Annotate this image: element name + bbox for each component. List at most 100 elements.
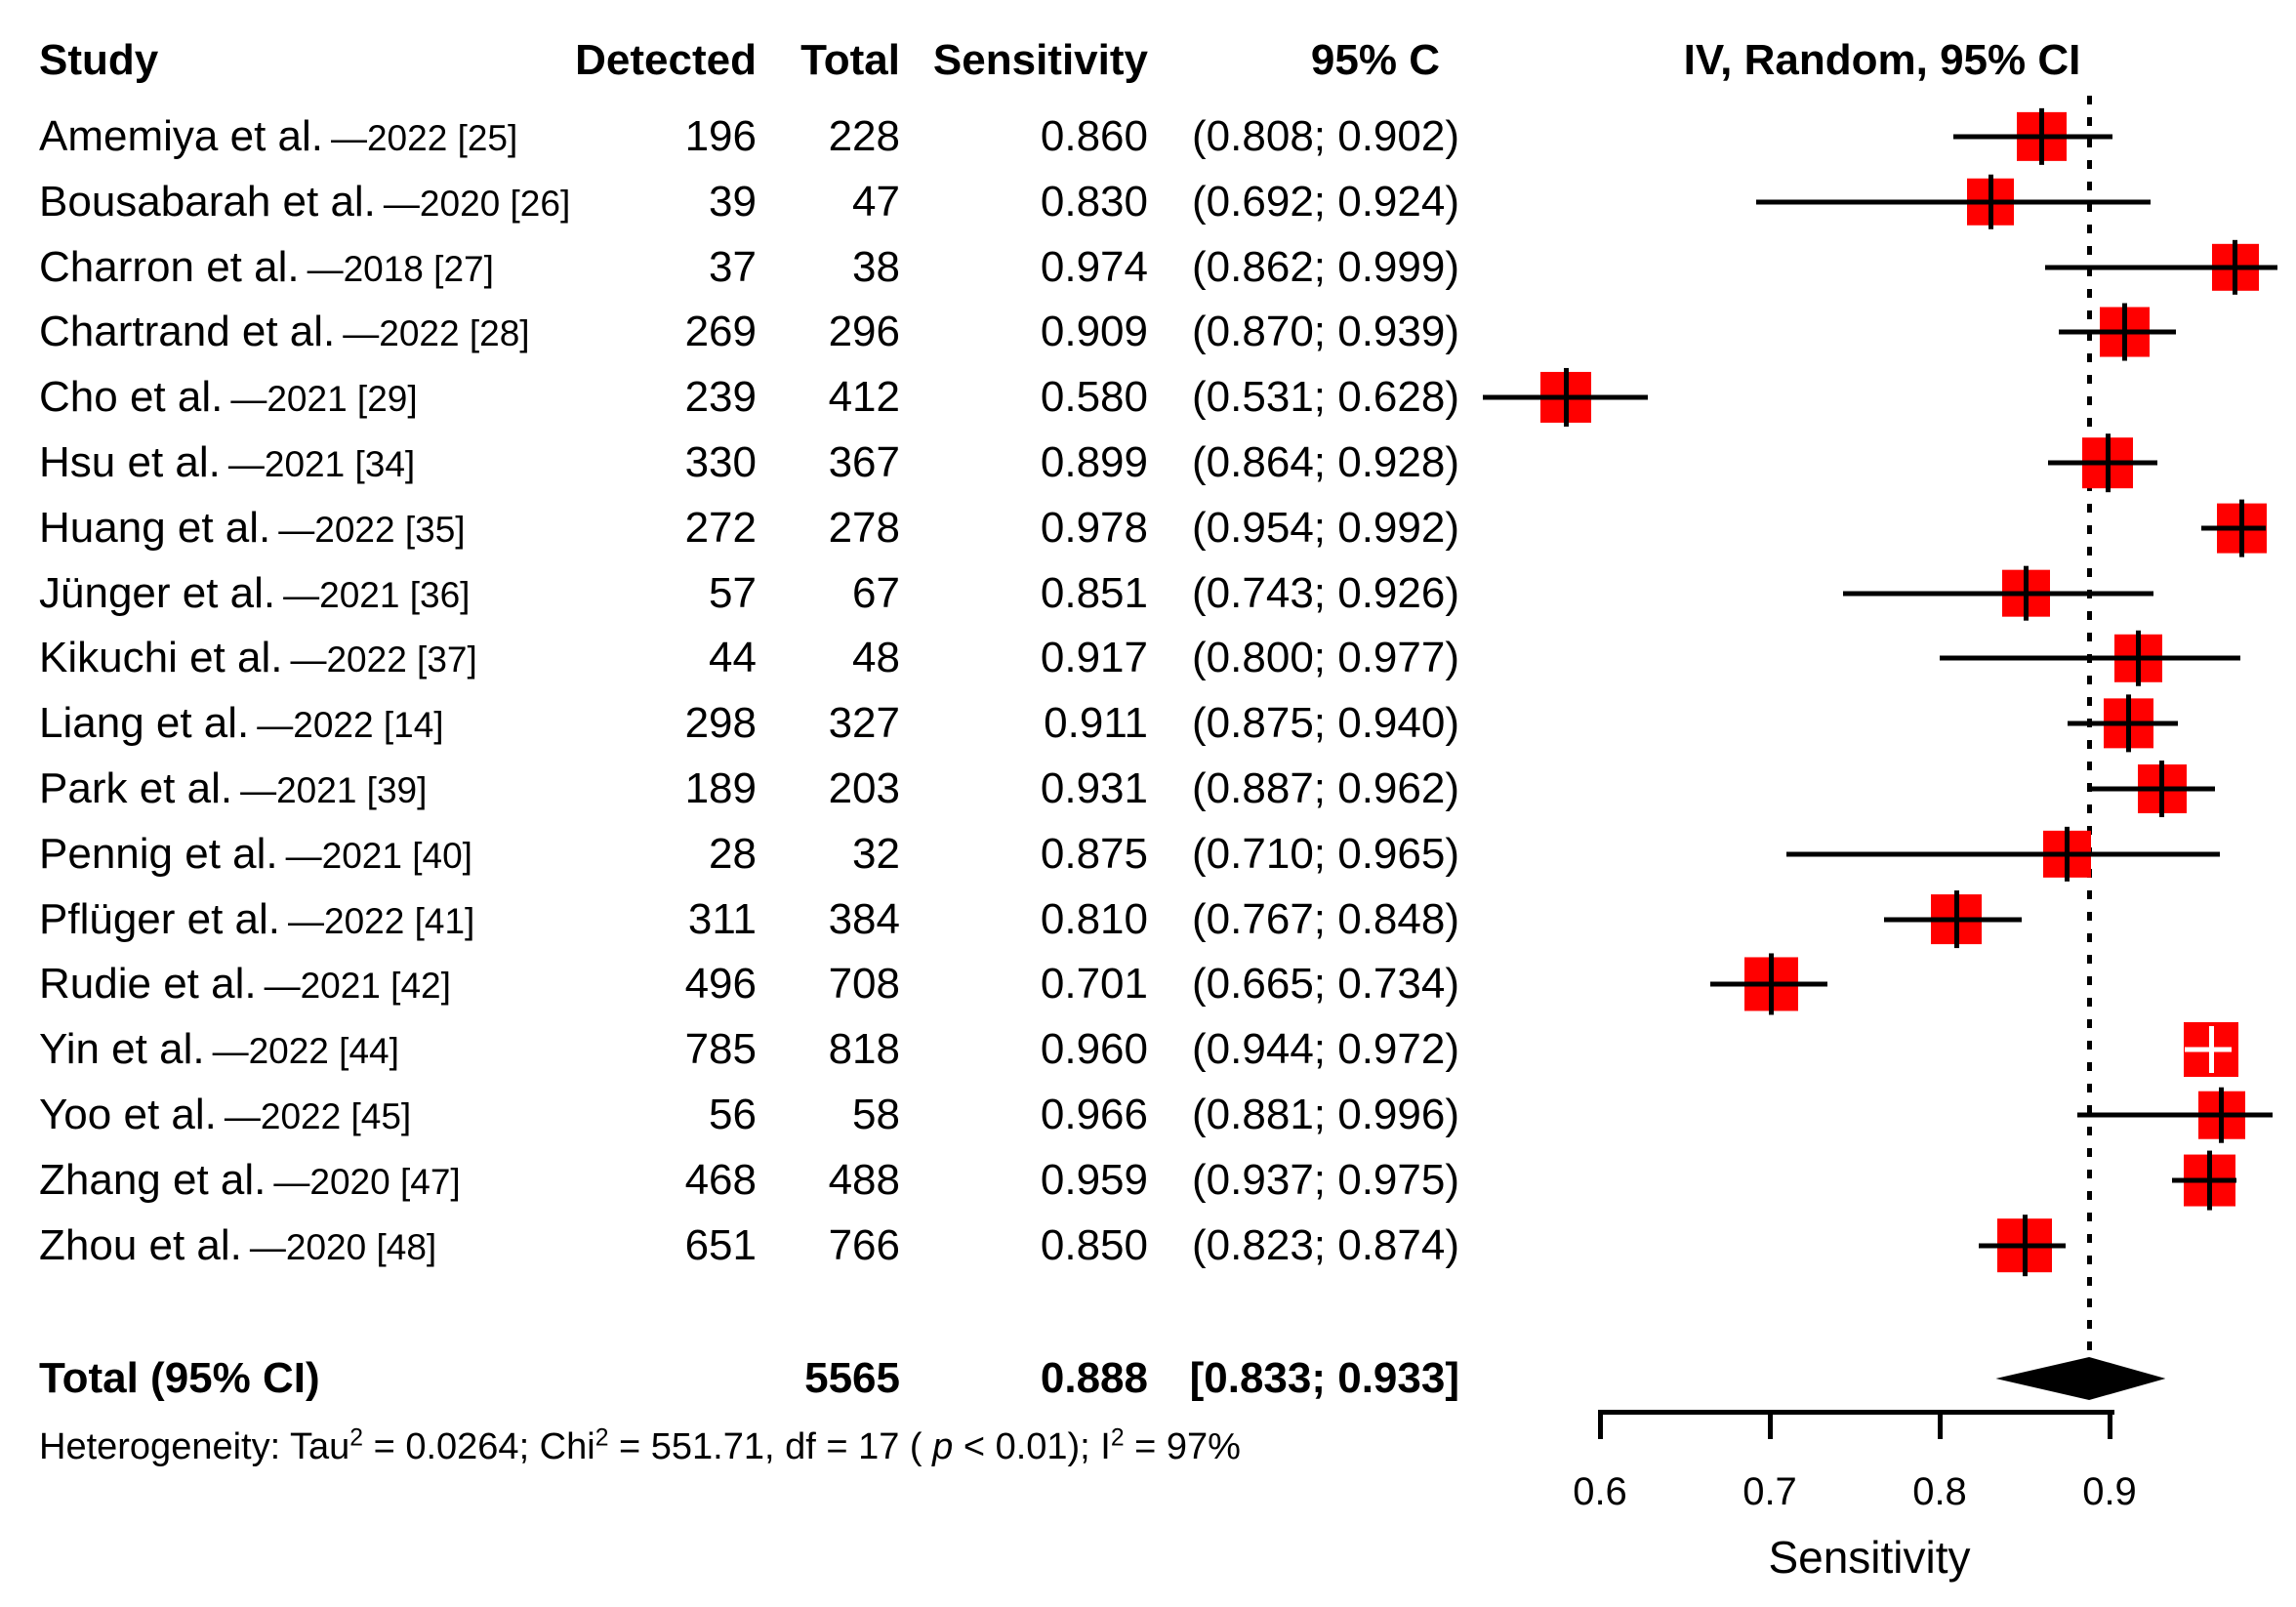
sensitivity-value: 0.860	[1040, 112, 1148, 160]
study-name: Charron et al.	[39, 242, 300, 291]
heterogeneity-text: Heterogeneity: Tau2 = 0.0264; Chi2 = 551…	[39, 1425, 1241, 1467]
ci-line	[2067, 721, 2178, 726]
x-axis-tick	[2107, 1410, 2112, 1439]
detected-value: 57	[709, 568, 757, 617]
heterogeneity-segment: < 0.01); I	[953, 1426, 1111, 1467]
point-estimate-tick	[1953, 889, 1959, 949]
ci-value: (0.800; 0.977)	[1192, 634, 1459, 682]
ci-value: (0.944; 0.972)	[1192, 1025, 1459, 1074]
point-estimate-tick	[2038, 107, 2044, 166]
x-axis-tick-label: 0.6	[1573, 1470, 1627, 1513]
x-axis-line	[1600, 1410, 2114, 1415]
sensitivity-value: 0.701	[1040, 960, 1148, 1009]
ci-value: (0.875; 0.940)	[1192, 699, 1459, 748]
detected-value: 311	[687, 894, 757, 943]
detected-value: 651	[684, 1220, 757, 1269]
study-year-ref: —2022 [14]	[257, 705, 444, 746]
heterogeneity-segment: 2	[1110, 1424, 1125, 1452]
sensitivity-value: 0.899	[1040, 438, 1148, 486]
detected-value: 239	[684, 373, 757, 422]
point-estimate-tick	[2239, 499, 2245, 557]
column-header-detected: Detected	[575, 36, 757, 84]
ci-line	[2172, 1177, 2237, 1183]
detected-value: 298	[684, 699, 757, 748]
study-label: Zhou et al. —2020 [48]	[39, 1220, 437, 1269]
detected-value: 189	[684, 764, 757, 812]
study-label: Liang et al. —2022 [14]	[39, 702, 444, 745]
study-name: Zhou et al.	[39, 1220, 242, 1269]
ci-line	[2048, 460, 2157, 466]
total-value: 708	[828, 960, 900, 1009]
column-header-total: Total	[800, 36, 900, 84]
x-axis-tick-label: 0.7	[1742, 1470, 1797, 1513]
point-estimate-tick	[2024, 565, 2030, 621]
sensitivity-value: 0.909	[1040, 308, 1148, 356]
column-header-sensitivity: Sensitivity	[932, 36, 1148, 84]
ci-line	[1952, 134, 2113, 140]
detected-value: 196	[684, 112, 757, 160]
detected-value: 272	[684, 503, 757, 552]
study-name: Pflüger et al.	[39, 894, 281, 943]
sensitivity-value: 0.959	[1040, 1155, 1148, 1204]
study-label: Pflüger et al. —2022 [41]	[39, 894, 475, 943]
study-name: Bousabarah et al.	[39, 177, 376, 226]
point-estimate-tick	[2159, 760, 2165, 818]
x-axis-title: Sensitivity	[1768, 1532, 1971, 1583]
study-name: Yoo et al.	[39, 1091, 217, 1138]
ci-value: (0.881; 0.996)	[1192, 1091, 1459, 1138]
ci-value: (0.743; 0.926)	[1192, 568, 1459, 617]
study-name: Hsu et al.	[39, 438, 221, 486]
total-value: 367	[828, 438, 900, 486]
study-year-ref: —2020 [48]	[249, 1226, 437, 1267]
total-value: 47	[852, 177, 900, 226]
study-name: Jünger et al.	[39, 568, 276, 617]
sensitivity-value: 0.911	[1044, 699, 1148, 748]
sensitivity-value: 0.966	[1040, 1091, 1148, 1138]
heterogeneity-segment: 2	[594, 1424, 609, 1452]
total-value: 67	[852, 568, 900, 617]
point-estimate-tick	[2105, 433, 2111, 492]
study-year-ref: —2022 [44]	[212, 1031, 399, 1072]
point-estimate-tick	[1769, 953, 1775, 1015]
ci-value: (0.937; 0.975)	[1192, 1155, 1459, 1204]
ci-line	[2200, 525, 2267, 531]
study-name: Yin et al.	[39, 1025, 205, 1074]
study-year-ref: —2021 [36]	[283, 574, 471, 615]
study-year-ref: —2021 [39]	[240, 770, 428, 810]
total-value: 327	[828, 699, 900, 748]
total-value: 32	[852, 829, 900, 878]
total-row-total: 5565	[804, 1354, 900, 1402]
total-value: 228	[828, 112, 900, 160]
detected-value: 44	[709, 634, 757, 682]
column-header-study: Study	[39, 36, 159, 84]
study-year-ref: —2022 [28]	[343, 313, 530, 354]
study-year-ref: —2020 [47]	[273, 1161, 461, 1202]
study-name: Rudie et al.	[39, 960, 257, 1009]
sensitivity-value: 0.931	[1040, 764, 1148, 812]
study-label: Hsu et al. —2021 [34]	[39, 441, 415, 484]
sensitivity-value: 0.960	[1040, 1025, 1148, 1074]
total-row-sensitivity: 0.888	[1040, 1354, 1148, 1402]
study-year-ref: —2022 [41]	[288, 900, 475, 941]
total-row-ci: [0.833; 0.933]	[1189, 1354, 1459, 1402]
ci-line	[2087, 786, 2215, 792]
study-name: Cho et al.	[39, 373, 224, 422]
study-name: Liang et al.	[39, 699, 250, 748]
detected-value: 39	[709, 177, 757, 226]
pooled-estimate-diamond	[1995, 1357, 2166, 1400]
study-label: Cho et al. —2021 [29]	[39, 376, 418, 419]
sensitivity-value: 0.978	[1040, 503, 1148, 552]
heterogeneity-segment: = 551.71, df = 17 (	[608, 1426, 933, 1467]
study-year-ref: —2021 [42]	[264, 966, 451, 1007]
sensitivity-value: 0.850	[1040, 1220, 1148, 1269]
study-label: Kikuchi et al. —2022 [37]	[39, 637, 477, 680]
study-name: Kikuchi et al.	[39, 634, 283, 682]
ci-line	[1842, 591, 2154, 597]
ci-line	[1883, 917, 2022, 923]
detected-value: 37	[709, 242, 757, 291]
heterogeneity-segment: 2	[349, 1424, 364, 1452]
point-estimate-tick	[2219, 1087, 2225, 1143]
study-label: Yoo et al. —2022 [45]	[39, 1093, 411, 1136]
sensitivity-value: 0.580	[1040, 373, 1148, 422]
sensitivity-value: 0.851	[1040, 568, 1148, 617]
